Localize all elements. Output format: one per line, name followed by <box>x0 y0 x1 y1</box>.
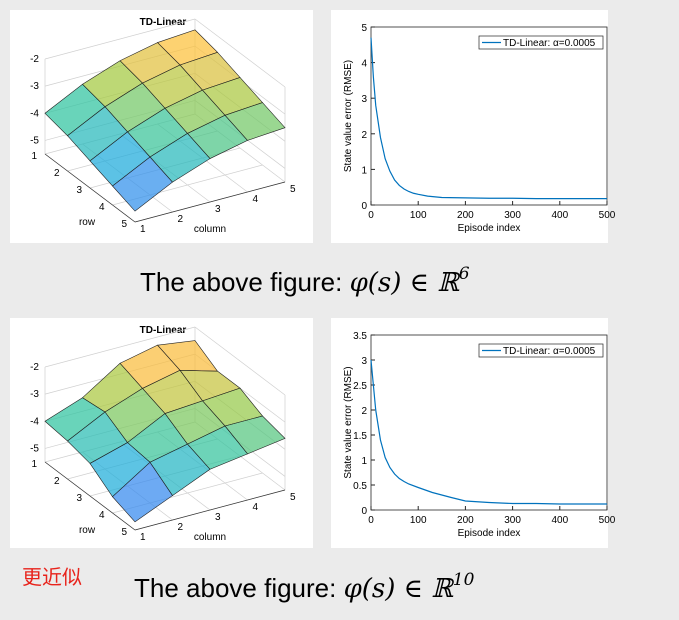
caption-math: φ(s) ∈ ℝ <box>344 574 455 604</box>
x-axis-label: column <box>194 224 226 235</box>
z-tick-label: -5 <box>30 443 39 454</box>
x-tick-label: 200 <box>457 515 474 526</box>
y-tick-label: 1 <box>31 459 37 470</box>
chart: TD-Linear -5 -4 -3 -2 1 2 3 4 5 1 2 3 4 5 row column <box>10 318 313 548</box>
caption-text: The above figure: <box>140 267 350 297</box>
chart: 0 1 2 3 4 5 0 100 200 300 400 500 Episode index State… <box>331 10 616 243</box>
y-tick-label: 4 <box>99 510 105 521</box>
y-tick-label: 5 <box>121 219 127 230</box>
caption-math: φ(s) ∈ ℝ <box>350 268 461 298</box>
y-tick-label: 0 <box>361 506 367 517</box>
y-tick-label: 1 <box>31 151 37 162</box>
chart: 0 0.5 1 1.5 2 2.5 3 3.5 0 100 200 300 400 500 Episode … <box>331 318 616 548</box>
x-tick-label: 3 <box>215 204 221 215</box>
x-tick-label: 300 <box>504 210 521 221</box>
note: 更近似 <box>22 566 82 589</box>
x-tick-label: 300 <box>504 515 521 526</box>
y-tick-label: 2.5 <box>353 381 367 392</box>
chart: TD-Linear -5 -4 -3 -2 1 2 3 4 5 1 2 3 4 5 row column <box>10 10 313 243</box>
caption-exponent: 6 <box>459 264 470 284</box>
grid-line <box>44 18 196 60</box>
x-tick-label: 1 <box>140 532 146 543</box>
y-tick-label: 5 <box>361 23 367 34</box>
x-axis-label: column <box>194 532 226 543</box>
x-axis-label: Episode index <box>458 528 521 539</box>
y-tick-label: 3 <box>361 94 367 105</box>
y-tick-label: 5 <box>121 527 127 538</box>
chart-title: TD-Linear <box>140 17 187 28</box>
x-axis-label: Episode index <box>458 223 521 234</box>
z-tick-label: -5 <box>30 135 39 146</box>
x-tick-label: 100 <box>410 210 427 221</box>
y-tick-label: 1 <box>361 165 367 176</box>
grid-line <box>44 326 196 368</box>
caption: The above figure: φ(s) ∈ ℝ6 <box>140 264 470 298</box>
plot-area <box>370 334 608 511</box>
line-series <box>370 37 607 200</box>
x-tick-label: 200 <box>457 210 474 221</box>
legend-label: TD-Linear: α=0.0005 <box>503 346 596 357</box>
x-tick-label: 400 <box>551 210 568 221</box>
y-tick-label: 3.5 <box>353 331 367 342</box>
plot-area <box>370 26 608 206</box>
z-tick-label: -3 <box>30 81 39 92</box>
x-tick-label: 0 <box>368 210 374 221</box>
z-tick-label: -2 <box>30 362 39 373</box>
y-tick-label: 1.5 <box>353 431 367 442</box>
caption-exponent: 10 <box>453 570 475 590</box>
x-tick-label: 0 <box>368 515 374 526</box>
y-axis-label: row <box>79 217 96 228</box>
x-tick-label: 3 <box>215 512 221 523</box>
y-tick-label: 4 <box>99 202 105 213</box>
line-series <box>370 359 607 505</box>
x-tick-label: 500 <box>599 210 616 221</box>
z-tick-label: -4 <box>30 108 39 119</box>
z-tick-label: -3 <box>30 389 39 400</box>
grid-line <box>194 18 286 88</box>
x-tick-label: 5 <box>290 492 296 503</box>
x-tick-label: 100 <box>410 515 427 526</box>
y-tick-label: 1 <box>361 456 367 467</box>
surface-face <box>112 461 173 523</box>
x-tick-label: 2 <box>178 522 184 533</box>
z-tick-label: -4 <box>30 416 39 427</box>
y-axis-label: State value error (RMSE) <box>343 366 354 478</box>
y-tick-label: 0 <box>361 201 367 212</box>
legend-label: TD-Linear: α=0.0005 <box>503 38 596 49</box>
y-tick-label: 2 <box>54 168 60 179</box>
axis-line <box>44 153 136 223</box>
y-tick-label: 3 <box>361 356 367 367</box>
axis-line <box>134 181 286 223</box>
y-tick-label: 4 <box>361 59 367 70</box>
y-tick-label: 3 <box>76 493 82 504</box>
y-tick-label: 3 <box>76 185 82 196</box>
x-tick-label: 4 <box>253 194 259 205</box>
z-tick-label: -2 <box>30 54 39 65</box>
axis-line <box>44 461 136 531</box>
x-tick-label: 2 <box>178 214 184 225</box>
y-tick-label: 2 <box>361 406 367 417</box>
y-tick-label: 0.5 <box>353 481 367 492</box>
grid-line <box>194 326 286 396</box>
x-tick-label: 5 <box>290 184 296 195</box>
legend-box <box>478 343 604 358</box>
caption-text: The above figure: <box>134 573 344 603</box>
caption: The above figure: φ(s) ∈ ℝ10 <box>134 570 475 604</box>
x-tick-label: 400 <box>551 515 568 526</box>
x-tick-label: 500 <box>599 515 616 526</box>
chart-title: TD-Linear <box>140 325 187 336</box>
x-tick-label: 1 <box>140 224 146 235</box>
y-axis-label: State value error (RMSE) <box>343 60 354 172</box>
y-tick-label: 2 <box>54 476 60 487</box>
axis-line <box>134 489 286 531</box>
surface-face <box>112 156 173 212</box>
y-axis-label: row <box>79 525 96 536</box>
y-tick-label: 2 <box>361 130 367 141</box>
legend-box <box>478 35 604 50</box>
x-tick-label: 4 <box>253 502 259 513</box>
